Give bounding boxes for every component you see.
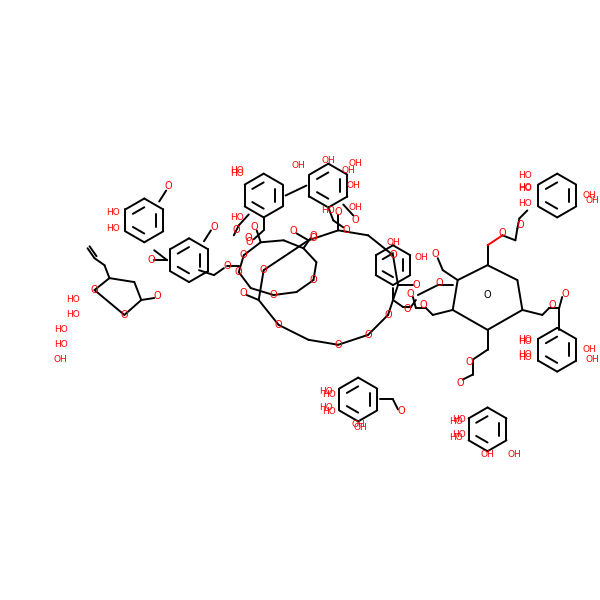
Text: O: O (275, 320, 283, 330)
Text: O: O (246, 237, 254, 247)
Text: OH: OH (415, 253, 428, 262)
Text: O: O (334, 340, 342, 350)
Text: HO: HO (54, 325, 68, 334)
Text: HO: HO (449, 433, 463, 442)
Text: O: O (364, 330, 372, 340)
Text: HO: HO (323, 390, 337, 399)
Text: O: O (484, 290, 491, 300)
Text: OH: OH (54, 355, 68, 364)
Text: O: O (240, 250, 248, 260)
Text: HO: HO (452, 430, 466, 439)
Text: HO: HO (518, 171, 532, 180)
Text: HO: HO (518, 184, 532, 193)
Text: OH: OH (582, 345, 596, 354)
Text: O: O (419, 300, 427, 310)
Text: O: O (412, 280, 420, 290)
Text: O: O (562, 289, 569, 299)
Text: HO: HO (106, 208, 119, 217)
Text: O: O (310, 232, 317, 241)
Text: O: O (210, 223, 218, 232)
Text: O: O (251, 223, 259, 232)
Text: HO: HO (320, 403, 334, 412)
Text: OH: OH (508, 450, 521, 459)
Text: O: O (334, 208, 342, 217)
Text: O: O (310, 275, 317, 285)
Text: OH: OH (585, 355, 599, 364)
Text: O: O (245, 233, 253, 244)
Text: OH: OH (292, 161, 305, 170)
Text: O: O (260, 265, 268, 275)
Text: O: O (436, 278, 443, 288)
Text: HO: HO (230, 213, 244, 222)
Text: HO: HO (230, 166, 244, 175)
Text: OH: OH (348, 203, 362, 212)
Text: O: O (517, 220, 524, 230)
Text: O: O (240, 288, 248, 298)
Text: HO: HO (518, 199, 532, 208)
Text: OH: OH (341, 166, 355, 175)
Text: O: O (384, 310, 392, 320)
Text: O: O (397, 406, 405, 416)
Text: O: O (432, 249, 440, 259)
Text: O: O (403, 304, 411, 314)
Text: O: O (343, 226, 350, 235)
Text: O: O (121, 310, 128, 320)
Text: HO: HO (518, 337, 532, 346)
Text: O: O (235, 267, 242, 277)
Text: HO: HO (449, 417, 463, 426)
Text: O: O (406, 289, 414, 299)
Text: HO: HO (518, 350, 532, 359)
Text: HO: HO (452, 415, 466, 424)
Text: HO: HO (518, 353, 532, 362)
Text: HO: HO (518, 335, 532, 344)
Text: OH: OH (582, 191, 596, 200)
Text: O: O (499, 229, 506, 238)
Text: OH: OH (585, 196, 599, 205)
Text: OH: OH (348, 159, 362, 168)
Text: HO: HO (518, 183, 532, 192)
Text: OH: OH (352, 420, 365, 429)
Text: O: O (389, 250, 397, 260)
Text: OH: OH (386, 238, 400, 247)
Text: O: O (270, 290, 277, 300)
Text: O: O (91, 285, 98, 295)
Text: OH: OH (353, 423, 367, 432)
Text: O: O (233, 226, 241, 235)
Text: O: O (466, 356, 473, 367)
Text: HO: HO (322, 206, 335, 215)
Text: HO: HO (66, 310, 80, 319)
Text: O: O (148, 255, 155, 265)
Text: HO: HO (320, 387, 334, 396)
Text: HO: HO (66, 295, 80, 304)
Text: HO: HO (230, 169, 244, 178)
Text: OH: OH (346, 181, 360, 190)
Text: HO: HO (54, 340, 68, 349)
Text: O: O (223, 261, 230, 271)
Text: O: O (457, 377, 464, 388)
Text: OH: OH (481, 450, 494, 459)
Text: OH: OH (322, 156, 335, 165)
Text: O: O (352, 215, 359, 226)
Text: O: O (164, 181, 172, 191)
Text: O: O (290, 226, 298, 236)
Text: HO: HO (106, 224, 119, 233)
Text: O: O (310, 233, 317, 244)
Text: O: O (548, 300, 556, 310)
Text: HO: HO (323, 407, 337, 416)
Text: O: O (154, 291, 161, 301)
